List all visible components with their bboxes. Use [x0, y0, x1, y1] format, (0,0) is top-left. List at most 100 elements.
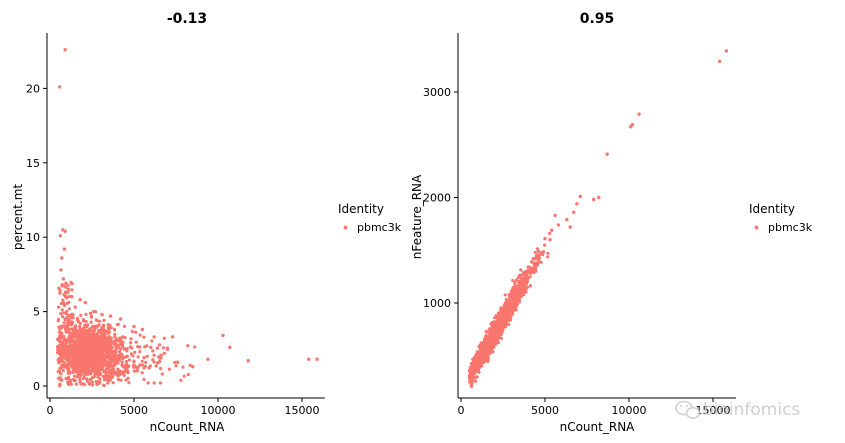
- panel-1-point: [160, 372, 164, 376]
- panel-1-point: [193, 345, 197, 349]
- panel-2-point: [505, 315, 509, 319]
- panel-1-point: [110, 365, 114, 369]
- panel-1-point: [188, 363, 192, 367]
- panel-1-point: [98, 370, 102, 374]
- panel-2-point: [550, 228, 554, 232]
- panel-2-point: [475, 358, 479, 362]
- panel-1-point: [58, 291, 62, 295]
- panel-1-point: [124, 378, 128, 382]
- panel-1-point: [121, 370, 125, 374]
- panel-1-point: [140, 359, 144, 363]
- panel-1-point: [74, 358, 78, 362]
- panel-1-point: [167, 367, 171, 371]
- panel-1-point: [78, 377, 82, 381]
- panel-1-point: [101, 333, 105, 337]
- panel-1-point: [105, 336, 109, 340]
- panel-2-point: [495, 334, 499, 338]
- panel-1-point: [102, 378, 107, 382]
- panel-2-point: [492, 345, 496, 349]
- watermark: bioinfomics: [675, 400, 800, 420]
- panel-2-point: [513, 280, 517, 284]
- panel-2-point: [568, 225, 572, 229]
- panel-1-point: [66, 287, 71, 291]
- panel-1-point: [64, 353, 69, 357]
- panel-2-point: [495, 326, 499, 330]
- panel-1-point: [62, 311, 66, 315]
- panel-2-point: [514, 290, 518, 295]
- panel-1-point: [87, 327, 91, 332]
- panel-2-legend-title: Identity: [749, 202, 795, 216]
- panel-1-point: [56, 347, 60, 351]
- panel-1-point: [65, 358, 69, 362]
- panel-1-point: [97, 340, 101, 344]
- panel-1-point: [128, 341, 133, 345]
- panel-1-point: [60, 350, 65, 354]
- panel-2-point: [537, 259, 541, 263]
- panel-1-point: [145, 354, 149, 358]
- panel-1-point: [60, 353, 64, 358]
- panel-1-point: [132, 363, 136, 367]
- panel-1-point: [62, 321, 66, 325]
- panel-1-point: [228, 345, 232, 349]
- panel-1-ytick: 10: [26, 231, 47, 244]
- panel-1-point: [103, 348, 107, 352]
- panel-1-point: [67, 330, 71, 335]
- panel-2-point: [505, 312, 509, 316]
- panel-2-xtick: 5000: [531, 398, 559, 417]
- panel-1-point: [108, 370, 112, 374]
- panel-1-point: [96, 366, 100, 370]
- panel-1-point: [150, 339, 154, 343]
- panel-2-point: [508, 311, 512, 315]
- watermark-text: bioinfomics: [703, 400, 800, 420]
- panel-1-point: [221, 333, 225, 338]
- panel-1-point: [151, 358, 155, 362]
- panel-1-point: [102, 383, 106, 387]
- panel-1-point: [113, 335, 117, 339]
- panel-1-point: [56, 317, 61, 322]
- panel-1-ytick-label: 10: [26, 231, 40, 244]
- panel-1-point: [76, 366, 80, 370]
- panel-1-point: [62, 334, 66, 338]
- panel-2-point: [543, 243, 547, 247]
- panel-1-point: [176, 360, 180, 364]
- panel-1-point: [58, 85, 62, 89]
- panel-1-point: [96, 332, 100, 337]
- panel-2-point: [504, 305, 508, 309]
- panel-2-point: [499, 336, 503, 340]
- panel-1-point: [113, 351, 117, 355]
- panel-1-point: [92, 337, 96, 341]
- panel-2-point: [532, 271, 536, 275]
- panel-1-point: [182, 374, 186, 378]
- panel-1-point: [84, 319, 88, 324]
- panel-1-point: [98, 330, 102, 334]
- panel-1-point: [145, 344, 149, 348]
- panel-1-point: [80, 371, 84, 375]
- panel-1-point: [90, 376, 94, 380]
- panel-1-point: [136, 365, 140, 369]
- panel-2-ytick: 2000: [423, 192, 458, 205]
- panel-2-point: [495, 316, 499, 320]
- panel-1-point: [84, 312, 88, 316]
- panel-1-point: [94, 349, 98, 353]
- panel-1-point: [66, 362, 70, 366]
- panel-1-point: [57, 369, 62, 373]
- panel-2-point: [477, 344, 481, 349]
- panel-1-point: [116, 361, 120, 365]
- panel-1-point: [142, 377, 146, 381]
- panel-1-point: [70, 282, 74, 286]
- panel-1-point: [67, 307, 71, 311]
- panel-1-point: [87, 381, 91, 386]
- panel-2-point: [503, 293, 507, 297]
- panel-2-point: [515, 278, 519, 282]
- panel-1-point: [83, 328, 87, 332]
- panel-1-point: [58, 376, 62, 380]
- panel-2-point: [515, 295, 519, 299]
- panel-1-point: [91, 360, 95, 365]
- panel-1-point: [122, 347, 127, 351]
- panel-2-point: [484, 334, 488, 338]
- panel-1-point: [107, 367, 111, 371]
- panel-1-point: [116, 346, 121, 350]
- panel-1-point: [62, 247, 66, 251]
- panel-1-point: [88, 333, 92, 337]
- panel-1-point: [103, 345, 107, 349]
